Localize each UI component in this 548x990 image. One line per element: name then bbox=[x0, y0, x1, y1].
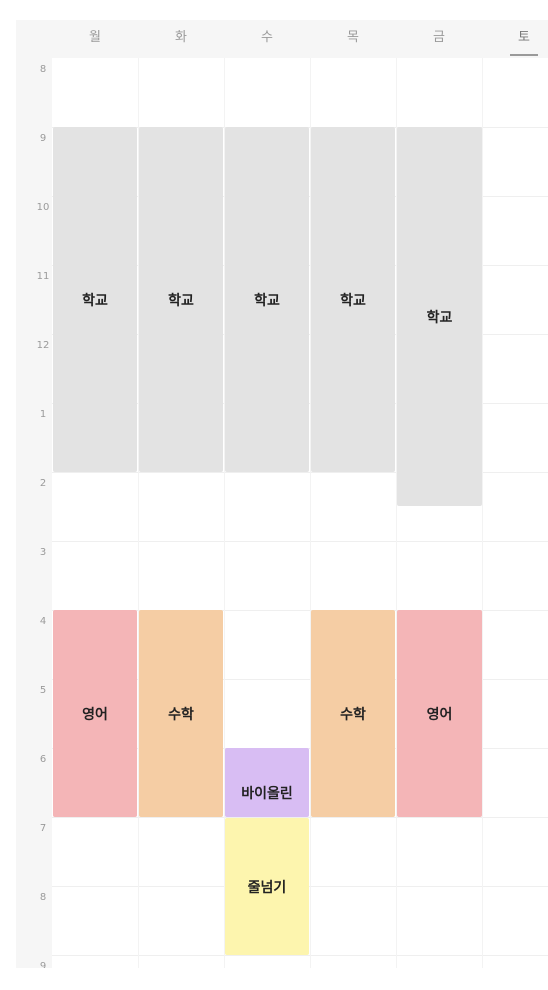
event-violin-wed[interactable]: 바이올린 bbox=[225, 748, 309, 817]
day-label-mon[interactable]: 월 bbox=[89, 30, 101, 45]
active-day-indicator bbox=[510, 54, 538, 56]
event-math-thu[interactable]: 수학 bbox=[311, 610, 395, 817]
grid-line bbox=[52, 610, 548, 611]
event-school-mon[interactable]: 학교 bbox=[53, 127, 137, 472]
event-english-fri[interactable]: 영어 bbox=[397, 610, 482, 817]
weekly-timetable: 월 화 수 목 금 토 8 9 10 11 12 1 2 3 4 5 6 7 8… bbox=[16, 20, 548, 968]
grid-column-line bbox=[310, 58, 311, 968]
hour-label: 7 bbox=[39, 823, 47, 834]
timetable-grid[interactable]: 학교 학교 학교 학교 학교 영어 수학 바이올린 줄넘기 수학 영어 bbox=[52, 58, 548, 968]
event-school-tue[interactable]: 학교 bbox=[139, 127, 223, 472]
hour-label: 3 bbox=[39, 547, 47, 558]
day-label-tue[interactable]: 화 bbox=[175, 30, 187, 45]
hour-label: 4 bbox=[39, 616, 47, 627]
event-school-wed[interactable]: 학교 bbox=[225, 127, 309, 472]
event-school-fri[interactable]: 학교 bbox=[397, 127, 482, 506]
grid-column-line bbox=[224, 58, 225, 968]
grid-column-line bbox=[138, 58, 139, 968]
hour-label: 1 bbox=[39, 409, 47, 420]
grid-line bbox=[52, 817, 548, 818]
day-label-thu[interactable]: 목 bbox=[347, 30, 359, 45]
grid-line bbox=[52, 955, 548, 956]
hour-label: 9 bbox=[39, 133, 47, 144]
day-label-sat[interactable]: 토 bbox=[518, 30, 530, 45]
day-label-wed[interactable]: 수 bbox=[261, 30, 273, 45]
hour-label: 6 bbox=[39, 754, 47, 765]
hour-label: 12 bbox=[36, 340, 50, 351]
hour-label: 9 bbox=[39, 961, 47, 968]
grid-line bbox=[52, 472, 548, 473]
hour-label: 11 bbox=[36, 271, 50, 282]
event-english-mon[interactable]: 영어 bbox=[53, 610, 137, 817]
grid-line bbox=[52, 679, 548, 680]
grid-column-line bbox=[482, 58, 483, 968]
grid-column-line bbox=[396, 58, 397, 968]
time-gutter: 8 9 10 11 12 1 2 3 4 5 6 7 8 9 bbox=[16, 58, 52, 968]
event-school-thu[interactable]: 학교 bbox=[311, 127, 395, 472]
hour-label: 10 bbox=[36, 202, 50, 213]
hour-label: 8 bbox=[39, 892, 47, 903]
event-jumprope-wed[interactable]: 줄넘기 bbox=[225, 818, 309, 955]
hour-label: 2 bbox=[39, 478, 47, 489]
event-math-tue[interactable]: 수학 bbox=[139, 610, 223, 817]
hour-label: 8 bbox=[39, 64, 47, 75]
grid-line bbox=[52, 541, 548, 542]
day-label-fri[interactable]: 금 bbox=[433, 30, 445, 45]
day-header: 월 화 수 목 금 토 bbox=[16, 20, 548, 58]
hour-label: 5 bbox=[39, 685, 47, 696]
